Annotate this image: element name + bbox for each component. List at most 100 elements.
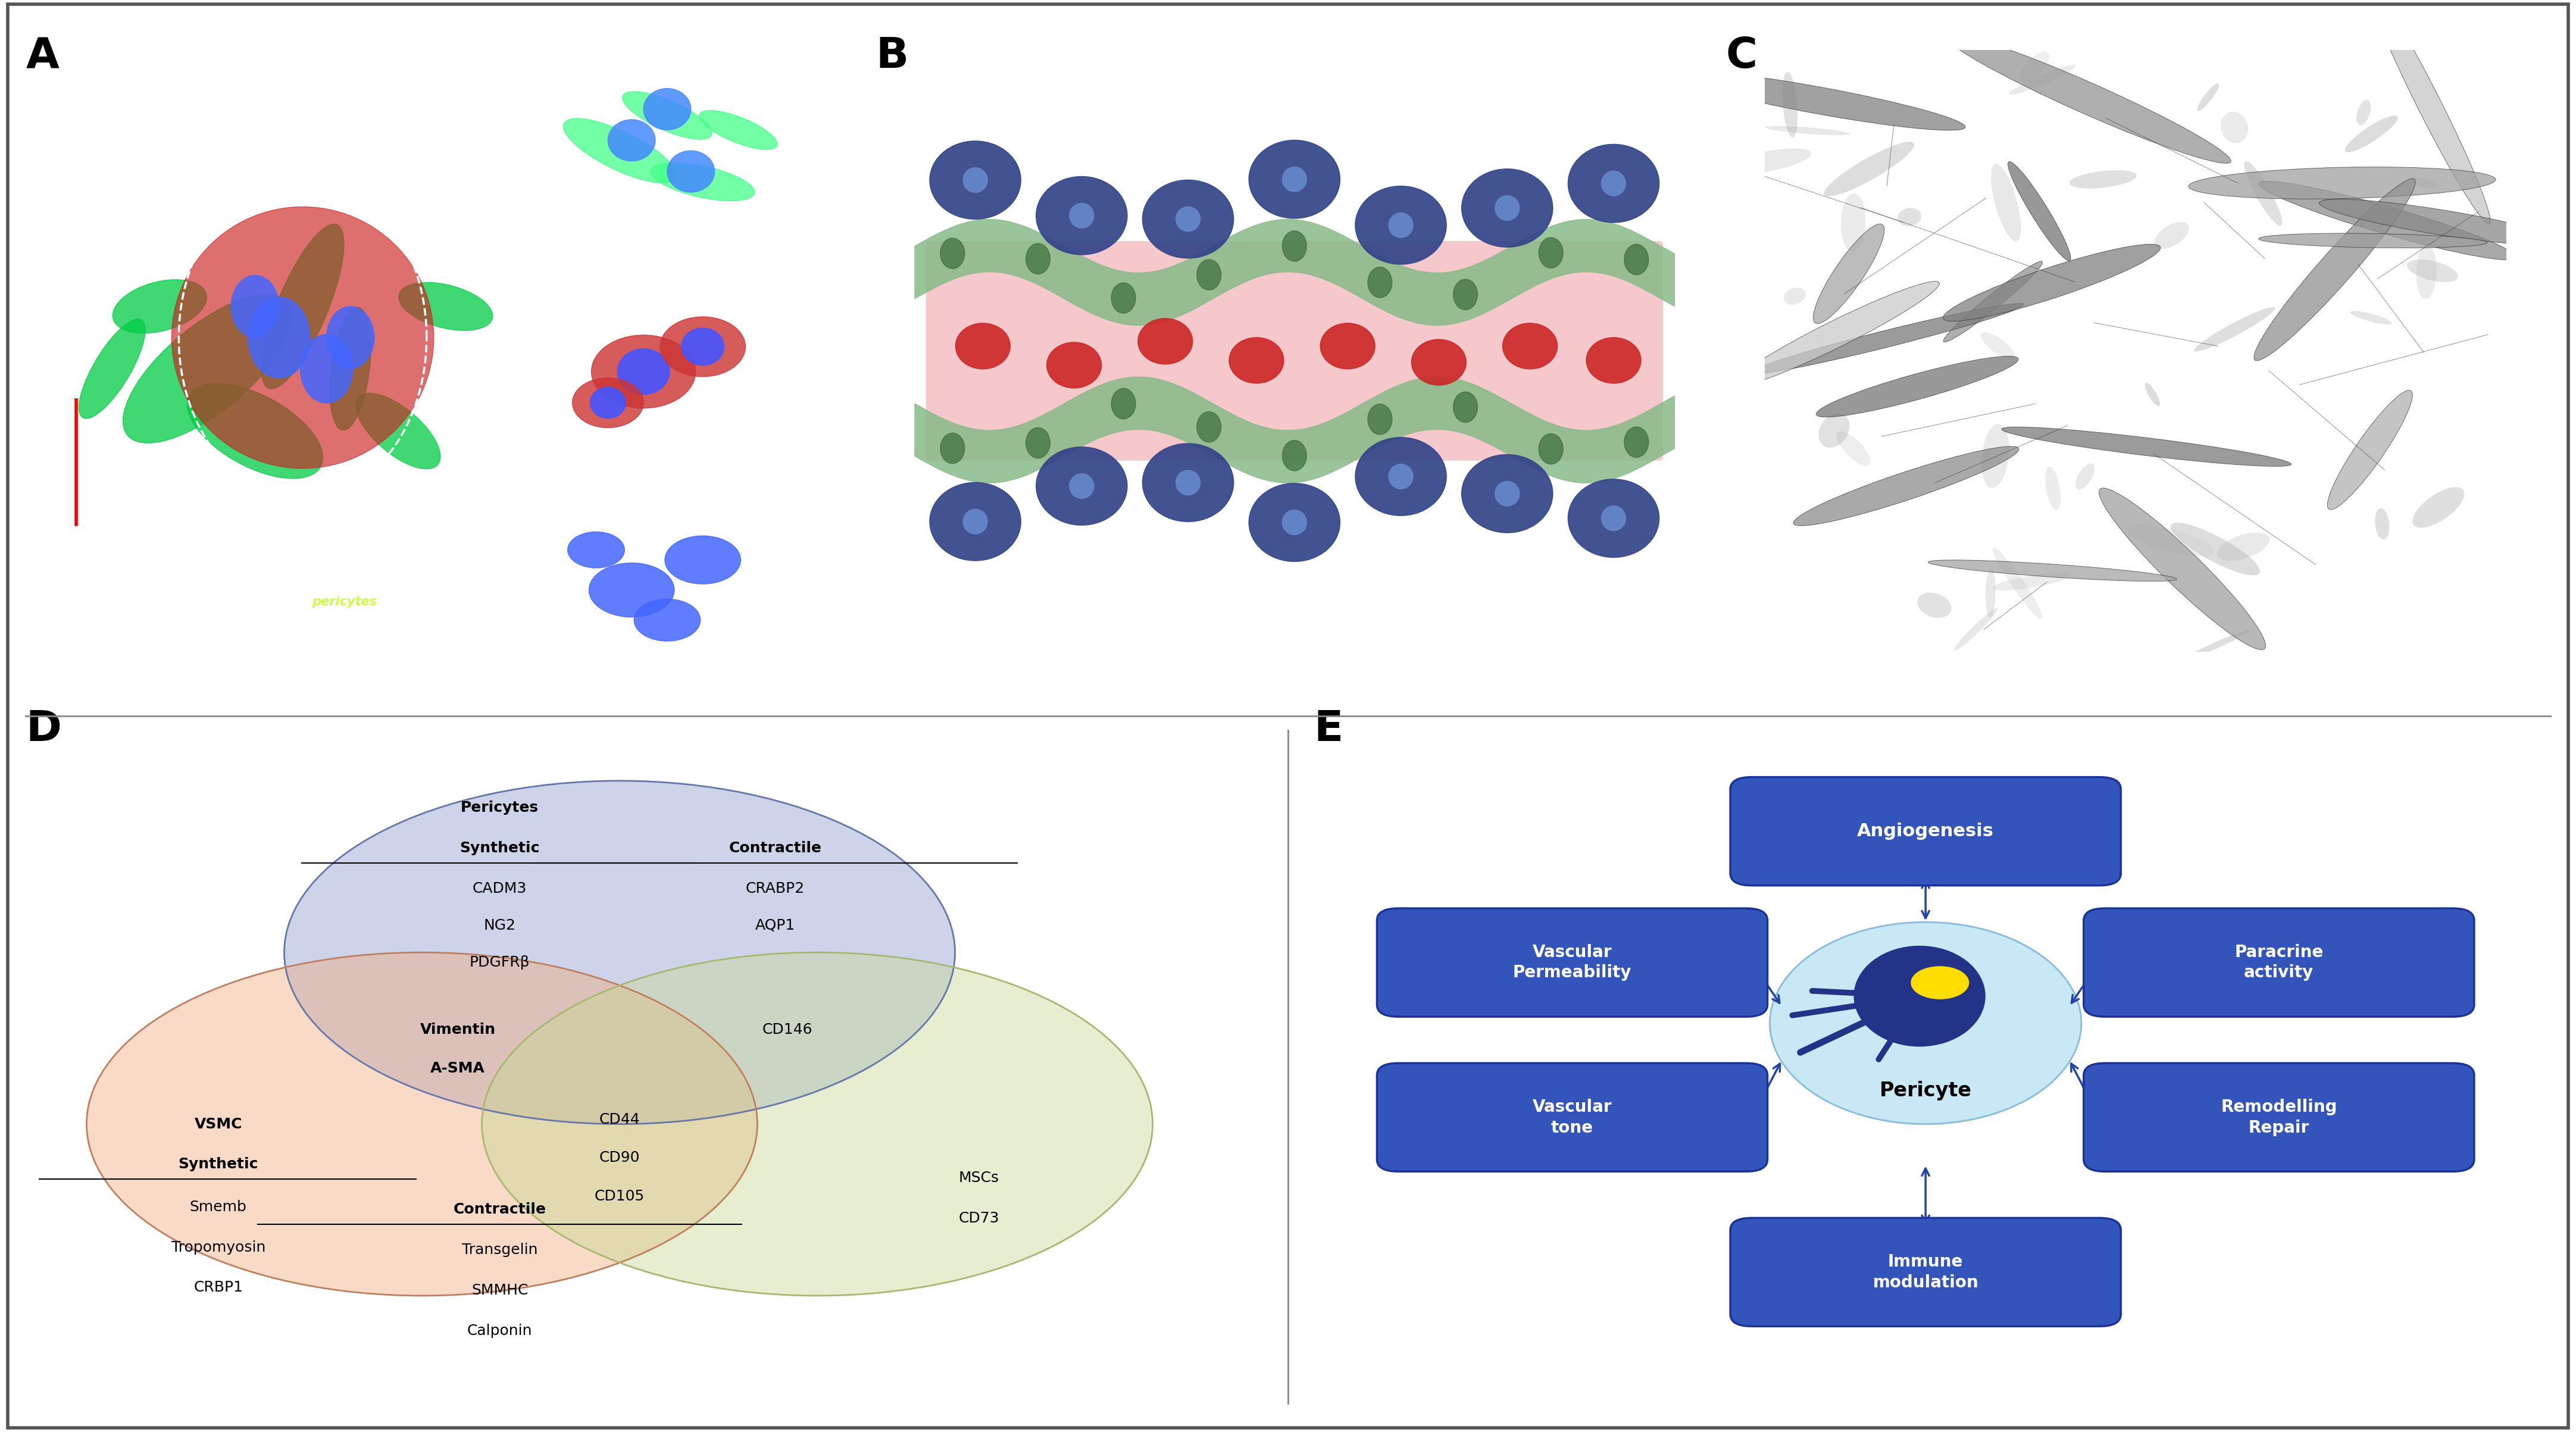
Ellipse shape — [2146, 382, 2159, 407]
Ellipse shape — [1587, 338, 1641, 384]
Circle shape — [247, 296, 309, 378]
Ellipse shape — [399, 282, 492, 331]
Ellipse shape — [482, 952, 1151, 1296]
Text: Contractile: Contractile — [453, 1203, 546, 1217]
Ellipse shape — [1793, 447, 2020, 526]
Text: Calponin: Calponin — [466, 1323, 533, 1337]
Ellipse shape — [1855, 945, 1986, 1047]
Circle shape — [1538, 238, 1564, 268]
Ellipse shape — [652, 163, 755, 200]
Text: C: C — [1726, 36, 1757, 77]
Circle shape — [667, 150, 714, 192]
Ellipse shape — [1569, 480, 1659, 557]
Ellipse shape — [567, 531, 623, 569]
Ellipse shape — [1734, 281, 1940, 387]
Ellipse shape — [1770, 922, 2081, 1124]
Text: Immune
modulation: Immune modulation — [1873, 1253, 1978, 1290]
Ellipse shape — [1502, 324, 1558, 369]
Ellipse shape — [1388, 213, 1414, 238]
Text: CRABP2: CRABP2 — [747, 881, 804, 895]
Circle shape — [232, 275, 278, 338]
Ellipse shape — [1141, 180, 1234, 258]
FancyBboxPatch shape — [1378, 908, 1767, 1017]
Ellipse shape — [1175, 206, 1200, 232]
Text: pericytes: pericytes — [312, 596, 376, 607]
Text: A-SMA: A-SMA — [430, 1061, 484, 1075]
Circle shape — [327, 306, 374, 369]
Ellipse shape — [1785, 288, 1806, 305]
Circle shape — [1110, 282, 1136, 314]
Ellipse shape — [1141, 444, 1234, 521]
Circle shape — [683, 328, 724, 365]
Circle shape — [1198, 411, 1221, 442]
Ellipse shape — [260, 223, 345, 390]
Ellipse shape — [1569, 145, 1659, 222]
Ellipse shape — [2259, 182, 2517, 259]
Text: CADM3: CADM3 — [471, 881, 528, 895]
Text: CD105: CD105 — [595, 1189, 644, 1203]
Text: Vimentin: Vimentin — [420, 1022, 495, 1037]
Circle shape — [1110, 388, 1136, 420]
Circle shape — [1283, 440, 1306, 471]
Ellipse shape — [2344, 116, 2398, 152]
Text: 100μm: 100μm — [2393, 590, 2427, 600]
Ellipse shape — [2154, 222, 2190, 249]
Ellipse shape — [930, 140, 1020, 219]
Ellipse shape — [1749, 304, 2025, 374]
Ellipse shape — [1388, 464, 1414, 488]
Ellipse shape — [1816, 357, 2020, 417]
Text: CD44: CD44 — [600, 1113, 639, 1127]
Ellipse shape — [1899, 208, 1922, 226]
Text: Pericyte: Pericyte — [1880, 1081, 1971, 1100]
Text: CRBP1: CRBP1 — [193, 1280, 242, 1295]
Ellipse shape — [1069, 474, 1095, 498]
Ellipse shape — [1994, 547, 2043, 619]
Ellipse shape — [330, 308, 371, 430]
Ellipse shape — [2318, 199, 2558, 245]
Circle shape — [940, 238, 963, 269]
Ellipse shape — [1945, 33, 2231, 163]
Circle shape — [608, 119, 654, 162]
Ellipse shape — [1765, 126, 1850, 135]
Ellipse shape — [2406, 259, 2458, 282]
Ellipse shape — [1672, 70, 1965, 130]
Ellipse shape — [590, 563, 675, 617]
Ellipse shape — [2409, 176, 2437, 188]
Ellipse shape — [1139, 318, 1193, 364]
Ellipse shape — [1783, 72, 1798, 137]
Ellipse shape — [1229, 338, 1283, 384]
Ellipse shape — [659, 316, 744, 377]
Ellipse shape — [1819, 412, 1850, 448]
Ellipse shape — [1824, 142, 1914, 196]
Ellipse shape — [2045, 467, 2061, 510]
Ellipse shape — [572, 378, 644, 428]
Ellipse shape — [2197, 83, 2218, 110]
Circle shape — [1625, 245, 1649, 275]
Text: CD73: CD73 — [958, 1211, 999, 1226]
Ellipse shape — [2244, 160, 2282, 226]
Ellipse shape — [963, 510, 987, 534]
Ellipse shape — [1991, 573, 2069, 590]
Ellipse shape — [2195, 306, 2275, 351]
Text: Synthetic: Synthetic — [459, 841, 541, 855]
Ellipse shape — [1249, 483, 1340, 561]
FancyBboxPatch shape — [1378, 1063, 1767, 1171]
Ellipse shape — [2002, 427, 2290, 467]
Ellipse shape — [956, 324, 1010, 369]
Ellipse shape — [2007, 162, 2071, 261]
Text: Remodelling
Repair: Remodelling Repair — [2221, 1098, 2336, 1136]
Ellipse shape — [556, 130, 683, 172]
Ellipse shape — [2414, 487, 2465, 528]
Text: NG2: NG2 — [484, 918, 515, 932]
Text: D: D — [26, 709, 62, 750]
Circle shape — [1453, 279, 1479, 309]
Text: E: E — [1314, 709, 1342, 750]
Ellipse shape — [173, 206, 433, 468]
Text: Paracrine
activity: Paracrine activity — [2233, 944, 2324, 981]
Ellipse shape — [1929, 560, 2177, 581]
Ellipse shape — [1461, 169, 1553, 248]
Text: Synthetic: Synthetic — [178, 1157, 258, 1171]
Ellipse shape — [2259, 233, 2486, 248]
Ellipse shape — [665, 536, 742, 584]
Circle shape — [1368, 268, 1391, 298]
